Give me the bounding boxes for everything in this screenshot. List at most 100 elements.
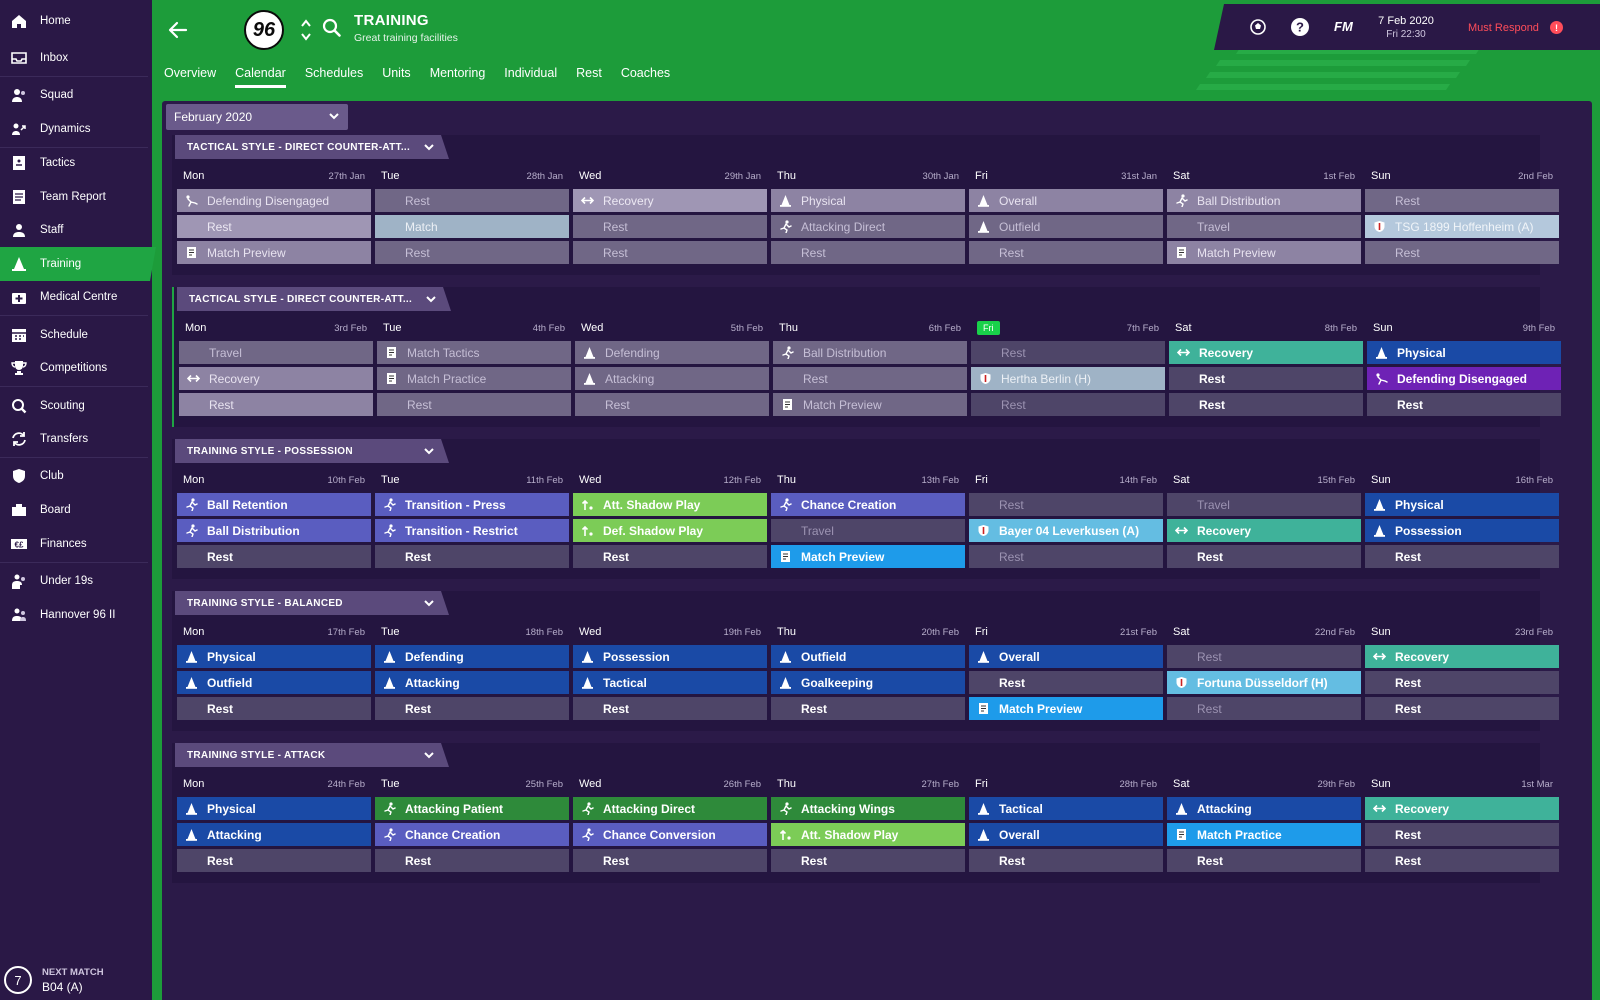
session-slot[interactable]: Match Preview <box>773 393 967 416</box>
session-slot[interactable]: Travel <box>1167 493 1361 516</box>
session-slot[interactable]: Rest <box>1365 241 1559 264</box>
sidebar-item-club[interactable]: Club <box>0 459 148 493</box>
tab-overview[interactable]: Overview <box>164 66 217 80</box>
session-slot[interactable]: Chance Creation <box>375 823 569 846</box>
sidebar-item-under-19s[interactable]: Under 19s <box>0 564 148 598</box>
session-slot[interactable]: Rest <box>1167 645 1361 668</box>
session-slot[interactable]: Rest <box>573 849 767 872</box>
session-slot[interactable]: Match Practice <box>1167 823 1361 846</box>
session-slot[interactable]: Rest <box>771 241 965 264</box>
session-slot[interactable]: Rest <box>177 545 371 568</box>
session-slot[interactable]: Physical <box>177 797 371 820</box>
session-slot[interactable]: Possession <box>1365 519 1559 542</box>
session-slot[interactable]: Rest <box>375 241 569 264</box>
tab-mentoring[interactable]: Mentoring <box>429 66 486 80</box>
session-slot[interactable]: Rest <box>1365 545 1559 568</box>
session-slot[interactable]: Defending <box>375 645 569 668</box>
sidebar-item-dynamics[interactable]: Dynamics <box>0 112 148 146</box>
session-slot[interactable]: Physical <box>771 189 965 212</box>
session-slot[interactable]: Hertha Berlin (H) <box>971 367 1165 390</box>
session-slot[interactable]: Match Preview <box>1167 241 1361 264</box>
session-slot[interactable]: Att. Shadow Play <box>573 493 767 516</box>
session-slot[interactable]: Rest <box>1169 393 1363 416</box>
month-select[interactable]: February 2020 <box>166 104 348 130</box>
session-slot[interactable]: Attacking Direct <box>573 797 767 820</box>
session-slot[interactable]: Match Tactics <box>377 341 571 364</box>
sidebar-item-team-report[interactable]: Team Report <box>0 180 148 214</box>
session-slot[interactable]: Match Preview <box>177 241 371 264</box>
session-slot[interactable]: Recovery <box>1365 797 1559 820</box>
must-respond-button[interactable]: Must Respond <box>1468 22 1539 34</box>
back-arrow-icon[interactable] <box>166 18 190 42</box>
session-slot[interactable]: Rest <box>1365 849 1559 872</box>
sidebar-item-schedule[interactable]: Schedule <box>0 318 148 352</box>
session-slot[interactable]: Rest <box>771 697 965 720</box>
session-slot[interactable]: Travel <box>179 341 373 364</box>
sidebar-item-squad[interactable]: Squad <box>0 78 148 112</box>
week-style-select[interactable]: TACTICAL STYLE - DIRECT COUNTER-ATT... <box>177 287 451 311</box>
session-slot[interactable]: Defending Disengaged <box>177 189 371 212</box>
session-slot[interactable]: Transition - Press <box>375 493 569 516</box>
session-slot[interactable]: Rest <box>1365 823 1559 846</box>
club-badge[interactable]: 96 <box>244 10 284 50</box>
session-slot[interactable]: Outfield <box>771 645 965 668</box>
session-slot[interactable]: Rest <box>1167 545 1361 568</box>
session-slot[interactable]: Rest <box>969 671 1163 694</box>
session-slot[interactable]: Rest <box>573 215 767 238</box>
week-style-select[interactable]: TRAINING STYLE - BALANCED <box>175 591 449 615</box>
session-slot[interactable]: Recovery <box>1365 645 1559 668</box>
session-slot[interactable]: Rest <box>375 189 569 212</box>
session-slot[interactable]: Ball Distribution <box>773 341 967 364</box>
tab-schedules[interactable]: Schedules <box>304 66 364 80</box>
up-down-icon[interactable] <box>300 16 312 44</box>
session-slot[interactable]: Recovery <box>1167 519 1361 542</box>
session-slot[interactable]: Overall <box>969 645 1163 668</box>
help-icon[interactable]: ? <box>1290 17 1310 37</box>
session-slot[interactable]: Travel <box>771 519 965 542</box>
session-slot[interactable]: Rest <box>575 393 769 416</box>
session-slot[interactable]: Rest <box>179 393 373 416</box>
session-slot[interactable]: Rest <box>375 849 569 872</box>
session-slot[interactable]: Tactical <box>969 797 1163 820</box>
session-slot[interactable]: Rest <box>177 849 371 872</box>
tab-rest[interactable]: Rest <box>576 66 602 80</box>
session-slot[interactable]: Match Practice <box>377 367 571 390</box>
session-slot[interactable]: Physical <box>1367 341 1561 364</box>
session-slot[interactable]: Rest <box>773 367 967 390</box>
session-slot[interactable]: Attacking Wings <box>771 797 965 820</box>
session-slot[interactable]: Rest <box>375 697 569 720</box>
sidebar-item-medical-centre[interactable]: Medical Centre <box>0 280 148 314</box>
session-slot[interactable]: Attacking Direct <box>771 215 965 238</box>
tab-calendar[interactable]: Calendar <box>235 66 286 88</box>
session-slot[interactable]: Rest <box>971 393 1165 416</box>
session-slot[interactable]: Outfield <box>177 671 371 694</box>
sidebar-item-competitions[interactable]: Competitions <box>0 351 148 385</box>
session-slot[interactable]: Rest <box>1367 393 1561 416</box>
week-style-select[interactable]: TACTICAL STYLE - DIRECT COUNTER-ATT... <box>175 135 449 159</box>
session-slot[interactable]: Bayer 04 Leverkusen (A) <box>969 519 1163 542</box>
session-slot[interactable]: Outfield <box>969 215 1163 238</box>
session-slot[interactable]: Rest <box>1169 367 1363 390</box>
session-slot[interactable]: Match Preview <box>969 697 1163 720</box>
session-slot[interactable]: Rest <box>1167 697 1361 720</box>
session-slot[interactable]: Attacking Patient <box>375 797 569 820</box>
session-slot[interactable]: Ball Distribution <box>1167 189 1361 212</box>
next-match[interactable]: 7 NEXT MATCH B04 (A) <box>4 966 104 994</box>
session-slot[interactable]: Defending Disengaged <box>1367 367 1561 390</box>
week-style-select[interactable]: TRAINING STYLE - POSSESSION <box>175 439 449 463</box>
session-slot[interactable]: Rest <box>969 545 1163 568</box>
sidebar-item-home[interactable]: Home <box>0 4 148 38</box>
ball-icon[interactable] <box>1248 17 1268 37</box>
session-slot[interactable]: Rest <box>969 849 1163 872</box>
sidebar-item-transfers[interactable]: Transfers <box>0 422 148 456</box>
tab-individual[interactable]: Individual <box>504 66 558 80</box>
session-slot[interactable]: Rest <box>177 697 371 720</box>
session-slot[interactable]: Attacking <box>177 823 371 846</box>
session-slot[interactable]: Rest <box>1167 849 1361 872</box>
session-slot[interactable]: Physical <box>1365 493 1559 516</box>
session-slot[interactable]: Recovery <box>1169 341 1363 364</box>
search-icon[interactable] <box>322 18 342 38</box>
tab-units[interactable]: Units <box>382 66 411 80</box>
session-slot[interactable]: Fortuna Düsseldorf (H) <box>1167 671 1361 694</box>
sidebar-item-training[interactable]: Training <box>0 247 156 281</box>
